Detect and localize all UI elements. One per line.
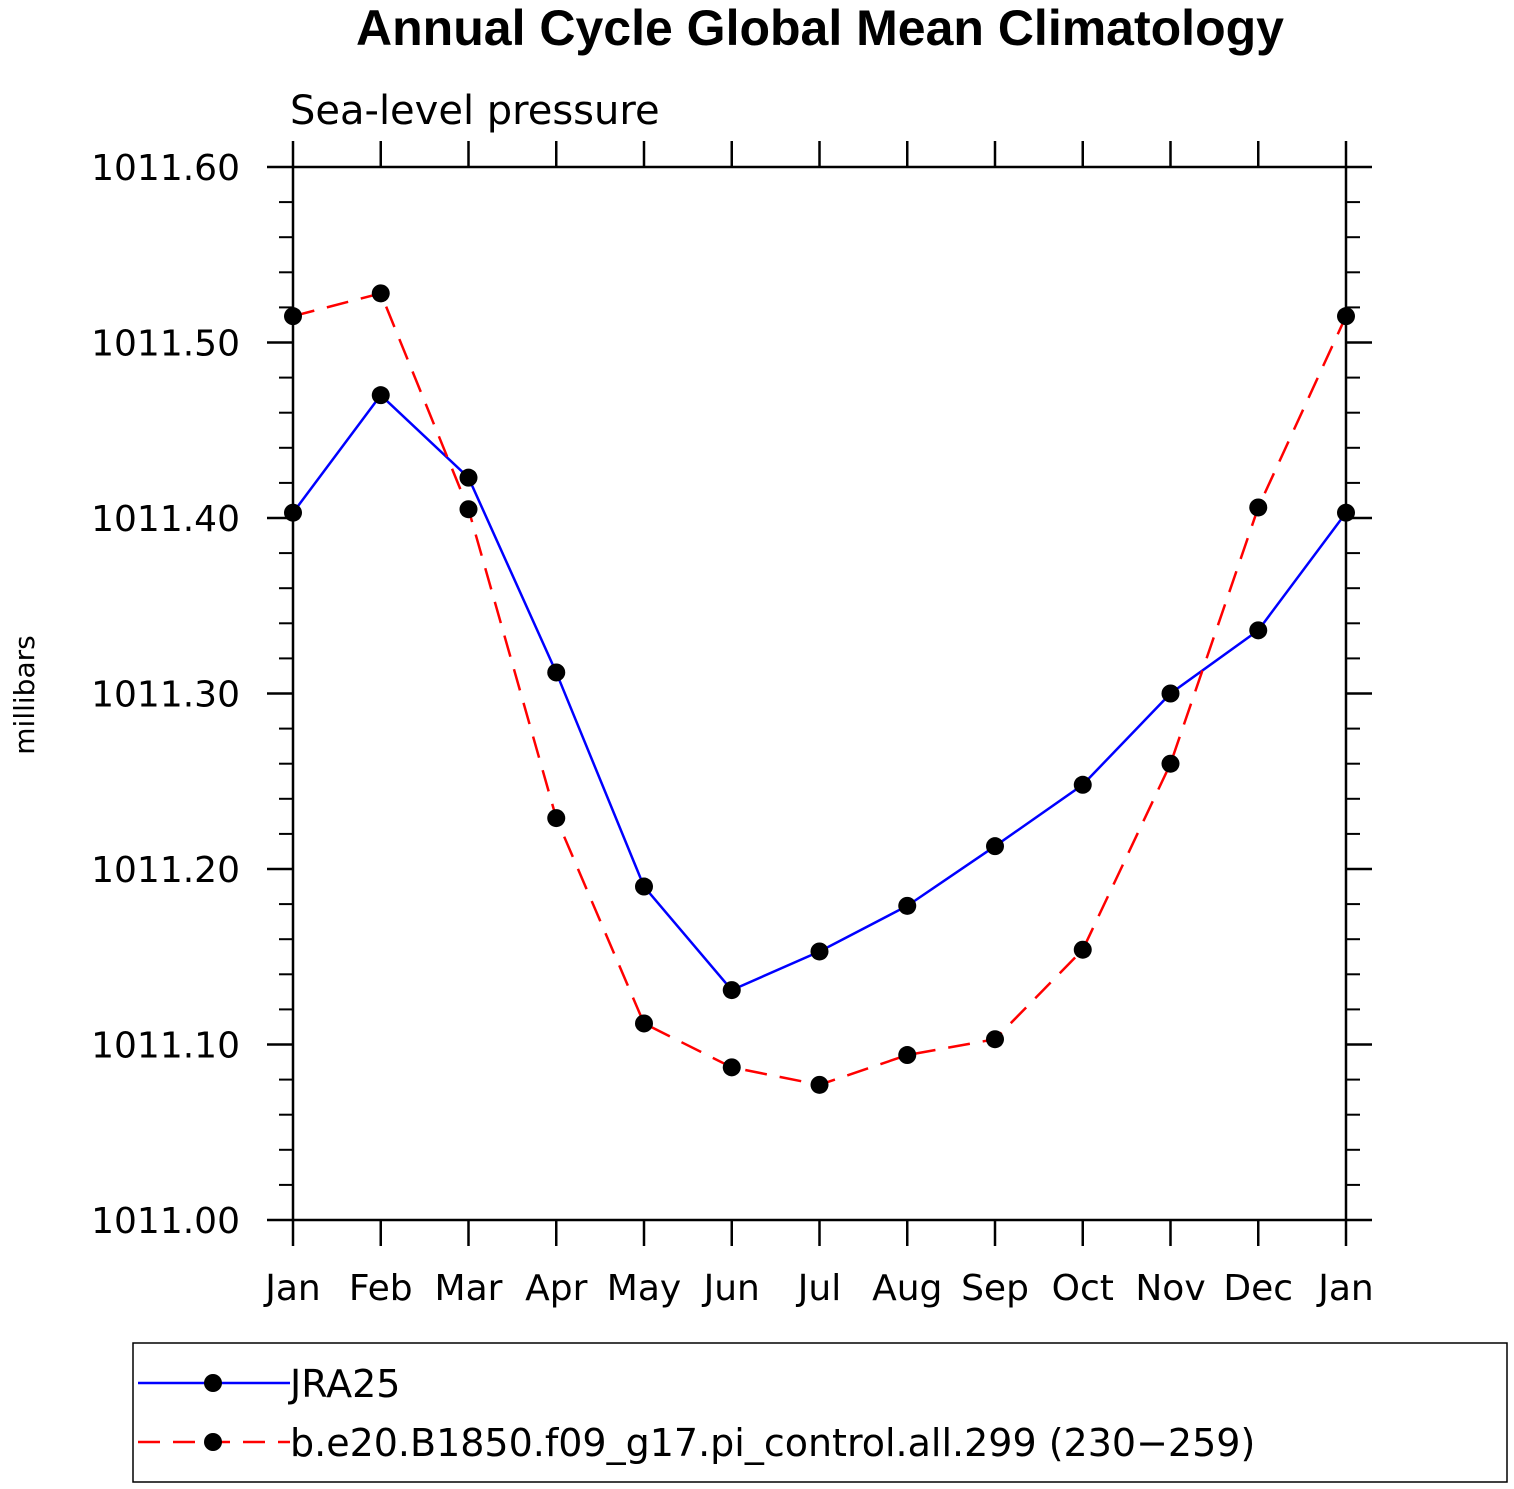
- legend: JRA25 b.e20.B1850.f09_g17.pi_control.all.…: [132, 1342, 1508, 1483]
- data-point: [1161, 684, 1180, 703]
- data-point: [459, 468, 478, 487]
- legend-label: b.e20.B1850.f09_g17.pi_control.all.299 (…: [290, 1421, 1255, 1465]
- data-point: [547, 663, 566, 682]
- legend-box: [132, 1342, 1508, 1483]
- legend-item: JRA25: [138, 1362, 400, 1406]
- x-tick-label: Jul: [796, 1268, 841, 1309]
- series-1: [284, 386, 1355, 1000]
- legend-marker: [204, 1433, 222, 1451]
- data-point: [371, 386, 390, 405]
- x-tick-label: May: [607, 1268, 681, 1309]
- y-tick-label: 1011.20: [91, 850, 240, 891]
- legend-item: b.e20.B1850.f09_g17.pi_control.all.299 (…: [138, 1421, 1255, 1465]
- data-point: [284, 503, 302, 522]
- data-point: [722, 981, 741, 1000]
- legend-label: JRA25: [288, 1362, 400, 1406]
- legend-marker: [204, 1374, 222, 1392]
- series-line: [292, 291, 1348, 1087]
- x-tick-label: Jan: [263, 1268, 321, 1309]
- data-point: [547, 809, 566, 828]
- x-tick-label: Jan: [1316, 1268, 1374, 1309]
- data-point: [635, 1014, 653, 1033]
- data-point: [371, 284, 390, 303]
- data-point: [284, 307, 302, 326]
- x-tick-label: Oct: [1052, 1268, 1114, 1309]
- data-point: [722, 1058, 741, 1077]
- data-point: [1073, 940, 1092, 959]
- data-point: [1073, 775, 1092, 794]
- y-tick-label: 1011.30: [91, 675, 240, 716]
- y-tick-label: 1011.60: [91, 148, 240, 189]
- x-tick-label: Apr: [525, 1268, 587, 1309]
- data-point: [986, 837, 1004, 856]
- series-2: [284, 284, 1355, 1094]
- y-tick-label: 1011.00: [91, 1201, 240, 1242]
- data-point: [459, 500, 478, 519]
- y-tick-label: 1011.10: [91, 1026, 240, 1067]
- data-point: [1337, 503, 1355, 522]
- data-point: [986, 1030, 1004, 1049]
- data-series: [284, 284, 1355, 1094]
- data-point: [810, 1075, 829, 1094]
- y-axis-label: millibars: [8, 635, 41, 754]
- data-point: [1161, 754, 1180, 773]
- chart-title: Annual Cycle Global Mean Climatology: [356, 0, 1284, 56]
- axis-ticks: [267, 141, 1372, 1246]
- x-tick-labels: Jan Feb Mar Apr May Jun Jul Aug Sep Oct Nov Dec Jan: [263, 1268, 1374, 1309]
- data-point: [810, 942, 829, 961]
- series-line: [291, 393, 1348, 992]
- chart-subtitle: Sea-level pressure: [290, 88, 660, 134]
- x-tick-label: Dec: [1223, 1268, 1293, 1309]
- y-tick-label: 1011.50: [91, 324, 240, 365]
- data-point: [635, 877, 653, 896]
- x-tick-label: Mar: [435, 1268, 503, 1309]
- data-point: [1249, 498, 1268, 517]
- data-point: [898, 1046, 917, 1065]
- data-point: [1249, 621, 1268, 640]
- x-tick-label: Feb: [349, 1268, 413, 1309]
- data-point: [1337, 307, 1355, 326]
- x-tick-label: Sep: [961, 1268, 1029, 1309]
- y-tick-label: 1011.40: [91, 499, 240, 540]
- plot-frame: [291, 165, 1348, 1222]
- data-point: [898, 896, 917, 915]
- x-tick-label: Jun: [702, 1268, 760, 1309]
- y-tick-labels: 1011.00 1011.10 1011.20 1011.30 1011.40 1011.…: [91, 148, 240, 1242]
- x-tick-label: Aug: [872, 1268, 942, 1309]
- x-tick-label: Nov: [1135, 1268, 1205, 1309]
